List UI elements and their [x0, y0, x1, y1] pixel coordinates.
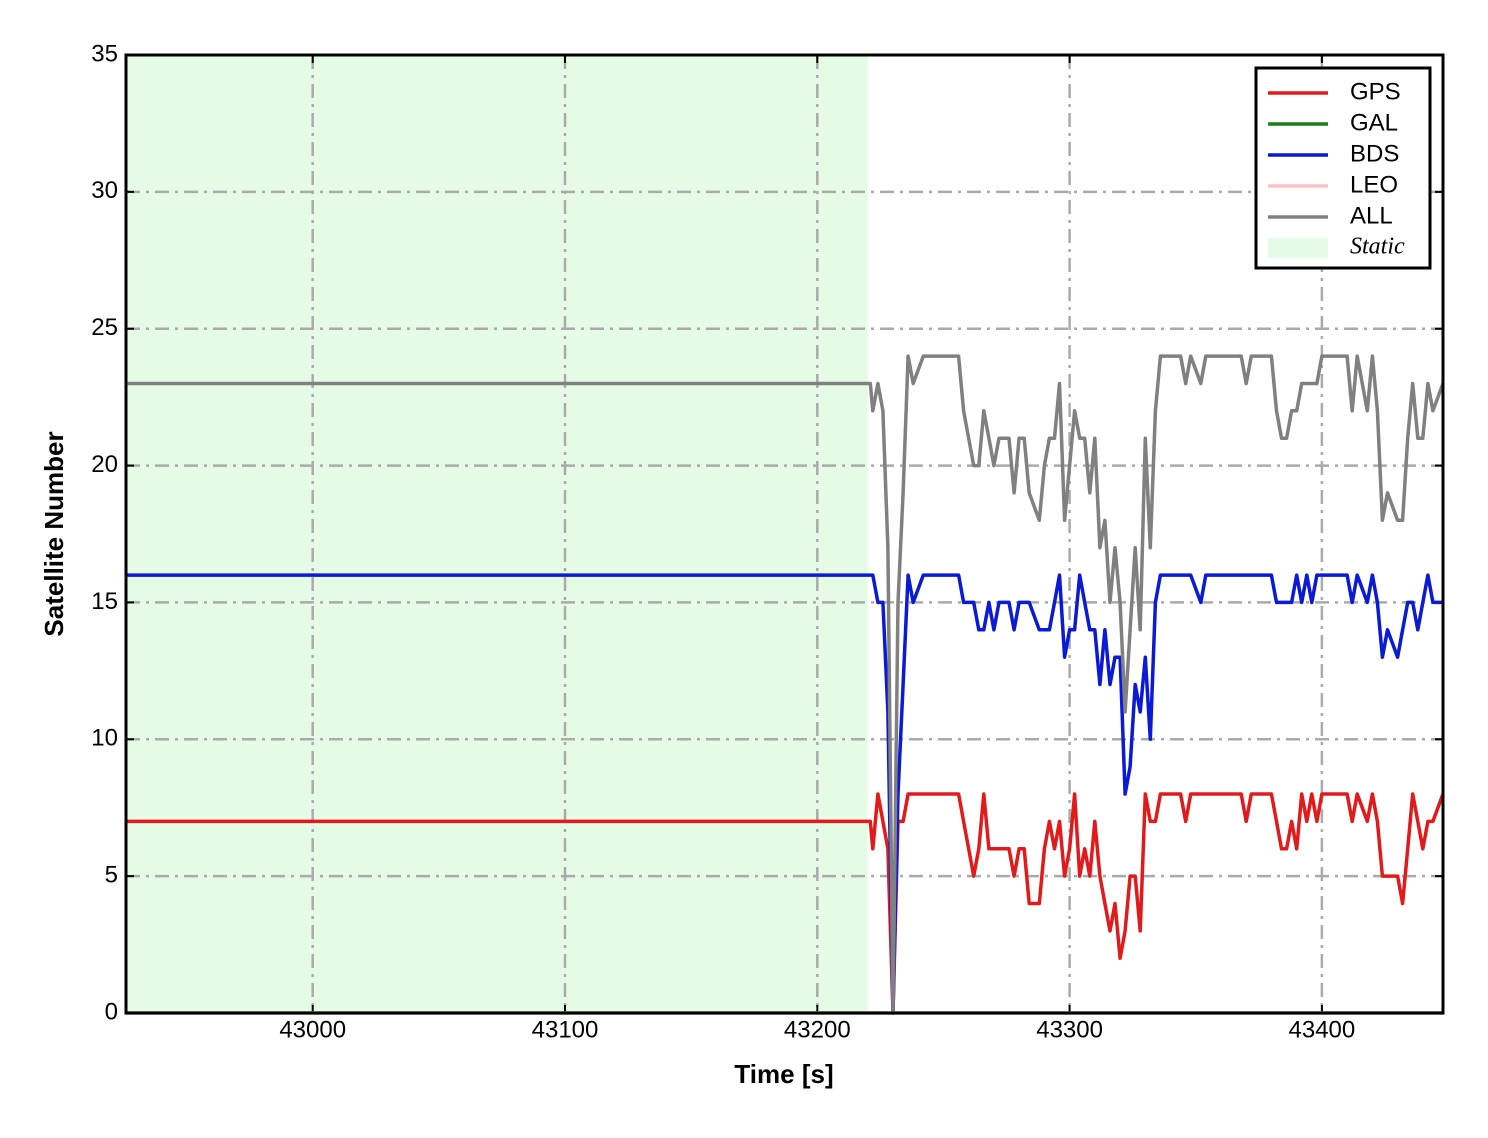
static-span [126, 55, 868, 1013]
legend-label: LEO [1350, 171, 1398, 198]
y-tick-label: 30 [91, 177, 118, 204]
legend-label: GPS [1350, 78, 1401, 105]
series-line [126, 792, 1445, 1015]
legend-label: Static [1350, 234, 1405, 260]
x-axis-label: Time [s] [734, 1059, 833, 1089]
legend-label: BDS [1350, 140, 1399, 167]
legend-swatch [1268, 238, 1328, 258]
series-line [126, 573, 1443, 1015]
legend-label: GAL [1350, 109, 1398, 136]
series-line [126, 354, 1445, 1015]
x-tick-label: 43400 [1289, 1016, 1356, 1043]
y-tick-label: 20 [91, 451, 118, 478]
y-tick-label: 25 [91, 314, 118, 341]
legend-label: ALL [1350, 202, 1393, 229]
y-tick-label: 5 [105, 861, 118, 888]
x-tick-label: 43300 [1036, 1016, 1103, 1043]
y-tick-label: 0 [105, 998, 118, 1025]
legend-box [1254, 66, 1432, 270]
y-tick-label: 10 [91, 725, 118, 752]
y-axis-label: Satellite Number [39, 431, 69, 636]
y-tick-label: 15 [91, 588, 118, 615]
x-tick-label: 43000 [279, 1016, 346, 1043]
y-tick-label: 35 [91, 40, 118, 67]
plot-frame [124, 53, 1445, 1015]
x-tick-label: 43200 [784, 1016, 851, 1043]
x-tick-label: 43100 [532, 1016, 599, 1043]
